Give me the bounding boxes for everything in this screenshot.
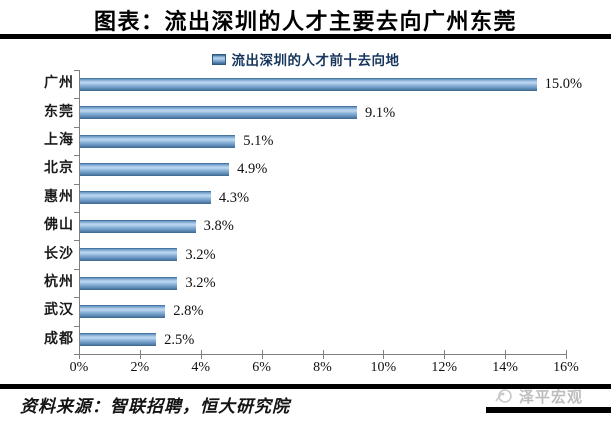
bar xyxy=(80,333,157,347)
bar xyxy=(80,106,357,120)
y-tick xyxy=(74,126,79,128)
x-tick xyxy=(566,350,567,359)
bar xyxy=(80,219,196,233)
y-tick xyxy=(74,70,79,71)
x-tick xyxy=(383,350,385,359)
category-label: 上海 xyxy=(44,133,74,148)
x-tick xyxy=(505,350,507,359)
y-tick xyxy=(74,155,79,157)
y-tick xyxy=(74,212,79,213)
x-tick xyxy=(139,350,141,359)
category-label: 东莞 xyxy=(44,104,74,120)
figure-title: 图表：流出深圳的人才主要去向广州东莞 xyxy=(93,9,517,34)
x-tick xyxy=(200,350,202,359)
watermark: 泽平宏观 xyxy=(494,386,611,406)
x-tick-label: 8% xyxy=(313,360,332,375)
chart-legend: 流出深圳的人才前十去向地 xyxy=(0,50,611,68)
category-label: 广州 xyxy=(44,76,74,92)
bar xyxy=(80,77,537,91)
value-label: 2.5% xyxy=(164,331,195,348)
value-label: 15.0% xyxy=(544,76,583,93)
x-tick xyxy=(261,350,263,359)
value-label: 3.2% xyxy=(185,275,216,291)
value-label: 3.8% xyxy=(203,218,234,235)
x-tick-label: 0% xyxy=(69,360,89,375)
y-tick xyxy=(74,183,79,185)
y-tick xyxy=(74,297,79,299)
footer-divider xyxy=(0,384,611,389)
y-tick xyxy=(74,325,79,327)
y-tick xyxy=(74,268,79,270)
bar xyxy=(80,134,236,148)
zeping-logo-icon xyxy=(495,389,512,403)
category-label: 惠州 xyxy=(44,189,74,205)
category-label: 武汉 xyxy=(44,303,74,319)
title-divider xyxy=(0,34,611,39)
x-tick-label: 16% xyxy=(553,360,579,375)
bar xyxy=(80,162,230,176)
legend-label: 流出深圳的人才前十去向地 xyxy=(231,53,400,68)
value-label: 2.8% xyxy=(173,303,204,320)
bar xyxy=(80,304,166,318)
bar xyxy=(80,276,178,290)
y-tick xyxy=(74,240,79,242)
category-label: 佛山 xyxy=(44,218,74,234)
bar xyxy=(80,248,178,262)
legend-color-swatch xyxy=(211,53,226,65)
value-label: 9.1% xyxy=(364,104,396,121)
x-tick xyxy=(444,350,446,359)
category-label: 长沙 xyxy=(44,246,74,262)
category-label: 北京 xyxy=(44,161,74,177)
category-label: 成都 xyxy=(44,331,74,347)
bar xyxy=(80,191,211,205)
value-label: 4.3% xyxy=(218,189,250,206)
x-tick-label: 6% xyxy=(252,360,271,375)
data-source: 资料来源：智联招聘，恒大研究院 xyxy=(20,397,290,416)
value-label: 4.9% xyxy=(237,161,268,178)
value-label: 5.1% xyxy=(243,133,274,149)
x-tick xyxy=(79,350,80,359)
x-tick-label: 12% xyxy=(431,360,458,375)
value-label: 3.2% xyxy=(185,246,216,263)
watermark-text: 泽平宏观 xyxy=(519,388,584,406)
y-axis xyxy=(79,70,80,354)
x-tick-label: 14% xyxy=(492,360,518,375)
x-tick-label: 10% xyxy=(370,360,397,375)
y-tick xyxy=(74,98,79,100)
category-label: 杭州 xyxy=(44,275,74,290)
watermark-underline xyxy=(486,407,611,413)
x-tick-label: 4% xyxy=(191,360,211,375)
x-tick-label: 2% xyxy=(130,360,150,375)
y-tick xyxy=(74,354,79,355)
x-tick xyxy=(322,350,324,359)
